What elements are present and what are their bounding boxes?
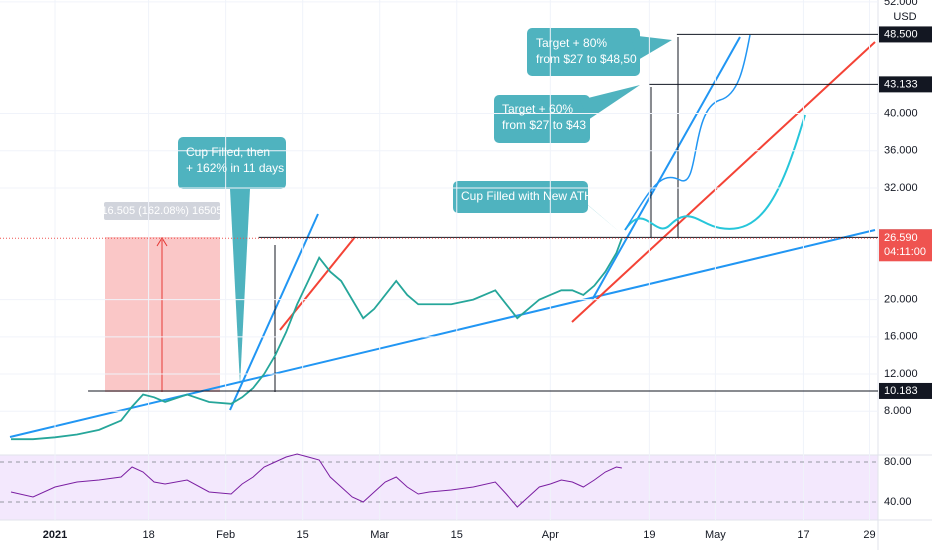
measure-label-box: [104, 202, 220, 220]
y-tick-label: 8.000: [884, 405, 912, 417]
annotation-text: Cup Filled, then: [186, 145, 270, 159]
annotation-text: Cup Filled with New ATH: [461, 189, 593, 203]
callout-box: [178, 137, 286, 189]
x-tick-label: 15: [451, 529, 463, 541]
callouts: [178, 28, 672, 385]
annotation-text: from $27 to $48,50: [536, 52, 637, 66]
x-tick-label: 29: [863, 529, 875, 541]
projection: [624, 114, 806, 231]
callout-box: [453, 181, 588, 213]
trend-line: [9, 229, 876, 438]
last-price-tag: [879, 229, 932, 262]
callout-box: [527, 28, 640, 76]
last-price-label: 26.590: [884, 232, 918, 244]
price-line: [11, 237, 623, 441]
measure-label: 16.505 (162.08%) 16505: [101, 205, 222, 217]
price-tag-label: 48.500: [884, 28, 918, 40]
x-tick-label: 15: [297, 529, 309, 541]
callout-pointer: [230, 189, 250, 385]
callout-pointer: [580, 85, 640, 120]
annotation-text: + 162% in 11 days: [186, 161, 284, 175]
annotation-text: Target + 60%: [502, 102, 573, 116]
y-tick-label: 52.000: [884, 0, 918, 8]
price-tag: [879, 382, 932, 399]
y-tick-label: 32.000: [884, 182, 918, 194]
x-tick-label: Feb: [216, 529, 235, 541]
projection: [624, 34, 751, 231]
price-tag-label: 10.183: [884, 385, 918, 397]
y-tick-label: 40.000: [884, 107, 918, 119]
y-tick-label: 16.000: [884, 331, 918, 343]
countdown-label: 04:11:00: [884, 246, 926, 258]
price-tag: [879, 76, 932, 93]
rsi-line: [10, 453, 622, 508]
rsi-pane: [0, 455, 878, 520]
y-unit: USD: [893, 11, 916, 23]
trend-line: [229, 213, 319, 411]
rsi-tick-label: 40.00: [884, 496, 912, 508]
x-tick-label: 19: [643, 529, 655, 541]
rsi-tick-label: 80.00: [884, 456, 912, 468]
y-tick-label: 20.000: [884, 294, 918, 306]
annotation-text: Target + 80%: [536, 36, 607, 50]
x-tick-label: May: [705, 529, 726, 541]
y-tick-label: 12.000: [884, 368, 918, 380]
y-tick-label: 36.000: [884, 145, 918, 157]
trend-line: [591, 36, 741, 301]
callout-pointer: [570, 190, 622, 234]
callout-pointer: [630, 35, 672, 60]
trend-line: [571, 41, 876, 323]
x-tick-label: 18: [142, 529, 154, 541]
x-tick-label: 17: [797, 529, 809, 541]
x-tick-label: Apr: [542, 529, 559, 541]
price-tag: [879, 26, 932, 43]
trend-line: [279, 236, 356, 331]
annotation-text: from $27 to $43: [502, 118, 586, 132]
x-tick-label: Mar: [370, 529, 389, 541]
callout-box: [494, 95, 590, 143]
x-tick-label: 2021: [43, 529, 67, 541]
price-tag-label: 43.133: [884, 78, 918, 90]
